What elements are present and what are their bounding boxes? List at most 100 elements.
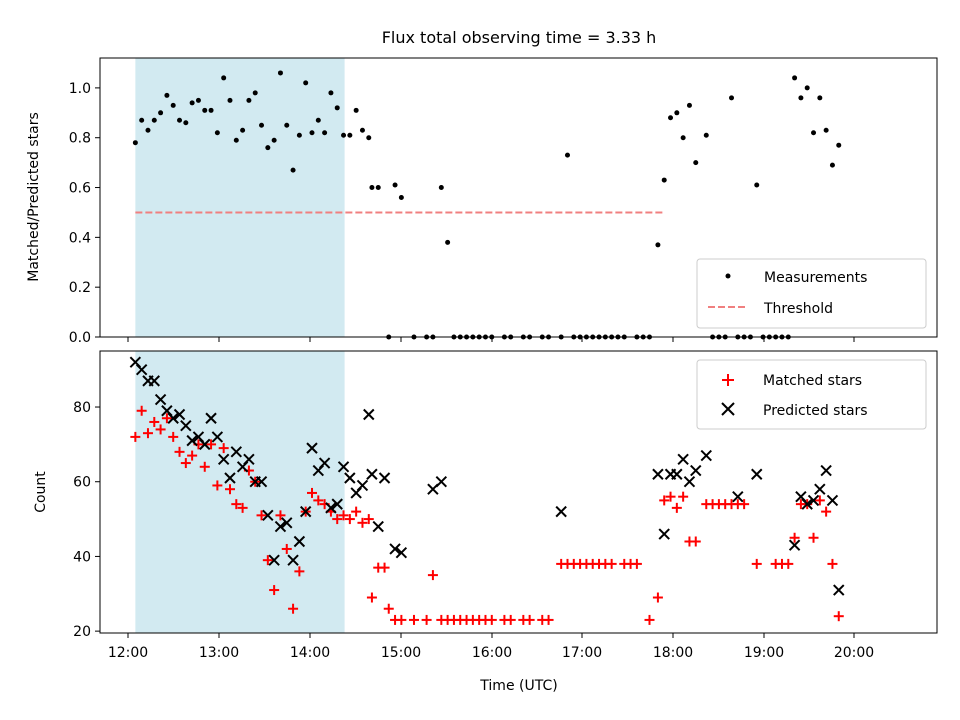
- legend-predicted-marker: [721, 402, 735, 416]
- matched-point: [363, 514, 374, 525]
- matched-point: [833, 611, 844, 622]
- matched-point: [543, 614, 554, 625]
- matched-point: [332, 514, 343, 525]
- x-tick-label: 16:00: [472, 645, 512, 661]
- predicted-point: [378, 472, 391, 484]
- measurement-point: [139, 117, 145, 123]
- measurement-point: [686, 102, 692, 108]
- predicted-point: [287, 554, 299, 566]
- predicted-point: [299, 505, 312, 518]
- matched-point: [231, 499, 242, 510]
- matched-point: [351, 506, 362, 517]
- measurement-point: [836, 142, 842, 148]
- predicted-point: [135, 363, 148, 376]
- matched-point: [671, 502, 682, 513]
- bottom-legend: Matched stars Predicted stars: [696, 359, 927, 430]
- y-tick-label: 0.8: [69, 131, 91, 147]
- predicted-point: [732, 490, 744, 503]
- legend-matched-marker: [722, 374, 734, 386]
- predicted-point: [826, 494, 839, 507]
- bottom-legend-box: [696, 359, 927, 430]
- x-tick-label: 12:00: [108, 645, 148, 661]
- matched-point: [344, 514, 355, 525]
- y-tick-label: 0.4: [69, 230, 91, 246]
- predicted-point: [180, 419, 192, 432]
- y-tick-label: 40: [73, 549, 91, 565]
- top-panel: 0.0 0.2 0.4 0.6 0.8 1.0 Matched/Predicted sta…: [26, 57, 938, 346]
- predicted-point: [395, 546, 408, 559]
- measurement-point: [322, 130, 328, 136]
- matched-point: [421, 614, 432, 625]
- predicted-point: [205, 412, 217, 424]
- predicted-point: [435, 476, 448, 488]
- matched-point: [199, 461, 210, 472]
- measurement-point: [655, 242, 661, 248]
- predicted-point: [262, 509, 274, 522]
- matched-point: [288, 603, 299, 614]
- predicted-point: [658, 528, 670, 540]
- predicted-point: [652, 468, 664, 480]
- predicted-point: [281, 517, 293, 529]
- predicted-point: [833, 584, 845, 596]
- predicted-point: [325, 502, 337, 514]
- matched-point: [486, 614, 497, 625]
- predicted-point: [148, 375, 160, 387]
- predicted-point: [820, 464, 832, 477]
- predicted-point: [788, 539, 801, 551]
- measurement-point: [693, 160, 699, 166]
- measurement-point: [375, 185, 381, 191]
- matched-point: [218, 443, 229, 454]
- measurement-point: [392, 182, 398, 188]
- matched-point: [256, 510, 267, 521]
- legend-matched-label: Matched stars: [763, 373, 862, 389]
- predicted-point: [690, 464, 702, 477]
- matched-point: [751, 558, 762, 569]
- measurement-point: [353, 107, 359, 113]
- matched-point: [294, 566, 305, 577]
- bottom-predicted-points: [129, 356, 845, 596]
- measurement-point: [347, 132, 353, 138]
- measurement-point: [271, 137, 277, 143]
- measurement-point: [729, 95, 735, 101]
- matched-point: [739, 499, 750, 510]
- matched-point: [821, 506, 832, 517]
- measurement-point: [145, 127, 151, 133]
- predicted-point: [814, 483, 826, 495]
- matched-point: [690, 536, 701, 547]
- measurement-point: [798, 95, 804, 101]
- matched-point: [408, 614, 419, 625]
- measurement-point: [277, 70, 283, 76]
- measurement-point: [438, 185, 444, 191]
- measurement-point: [817, 95, 823, 101]
- measurement-point: [564, 152, 570, 158]
- measurement-point: [170, 102, 176, 108]
- matched-point: [338, 510, 349, 521]
- matched-point: [366, 592, 377, 603]
- matched-point: [313, 495, 324, 506]
- x-tick-label: 18:00: [653, 645, 693, 661]
- matched-point: [306, 487, 317, 498]
- x-tick-label: 13:00: [199, 645, 239, 661]
- predicted-point: [555, 505, 567, 518]
- matched-point: [665, 491, 676, 502]
- measurement-point: [164, 92, 170, 98]
- predicted-point: [331, 498, 343, 510]
- matched-point: [396, 614, 407, 625]
- measurement-point: [328, 90, 334, 96]
- measurement-point: [284, 122, 290, 128]
- predicted-point: [274, 520, 287, 533]
- measurement-point: [183, 120, 189, 126]
- top-y-axis-label: Matched/Predicted stars: [26, 112, 42, 282]
- y-tick-label: 20: [73, 624, 91, 640]
- y-tick-label: 80: [73, 400, 91, 416]
- measurement-point: [303, 80, 309, 86]
- measurement-point: [369, 185, 375, 191]
- predicted-point: [671, 468, 683, 480]
- matched-point: [155, 424, 166, 435]
- top-plot-frame: [99, 57, 938, 338]
- measurement-point: [132, 140, 138, 146]
- matched-point: [783, 558, 794, 569]
- legend-threshold-label: Threshold: [763, 301, 833, 317]
